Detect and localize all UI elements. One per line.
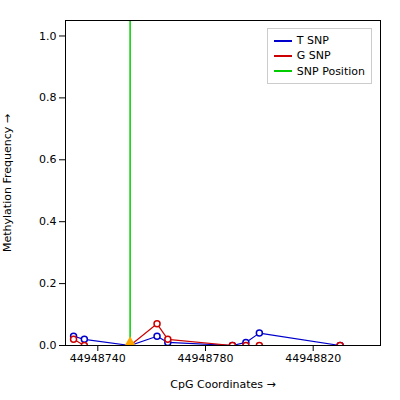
svg-text:0.8: 0.8 [39,91,57,104]
svg-text:44948820: 44948820 [285,352,341,365]
html-text:T SNP: T SNP [296,34,329,47]
html-text:G SNP: G SNP [296,49,331,63]
svg-text:1.0: 1.0 [39,29,57,42]
svg-text:44948740: 44948740 [70,352,126,365]
svg-text:Methylation Frequency →: Methylation Frequency → [1,114,14,252]
svg-text:44948780: 44948780 [178,352,234,365]
svg-text:0.2: 0.2 [39,277,57,290]
svg-text:0.0: 0.0 [39,339,57,352]
svg-text:0.6: 0.6 [39,153,57,166]
svg-text:0.4: 0.4 [39,215,57,228]
svg-text:CpG Coordinates →: CpG Coordinates → [170,378,275,391]
html-text:SNP Position: SNP Position [296,64,365,78]
